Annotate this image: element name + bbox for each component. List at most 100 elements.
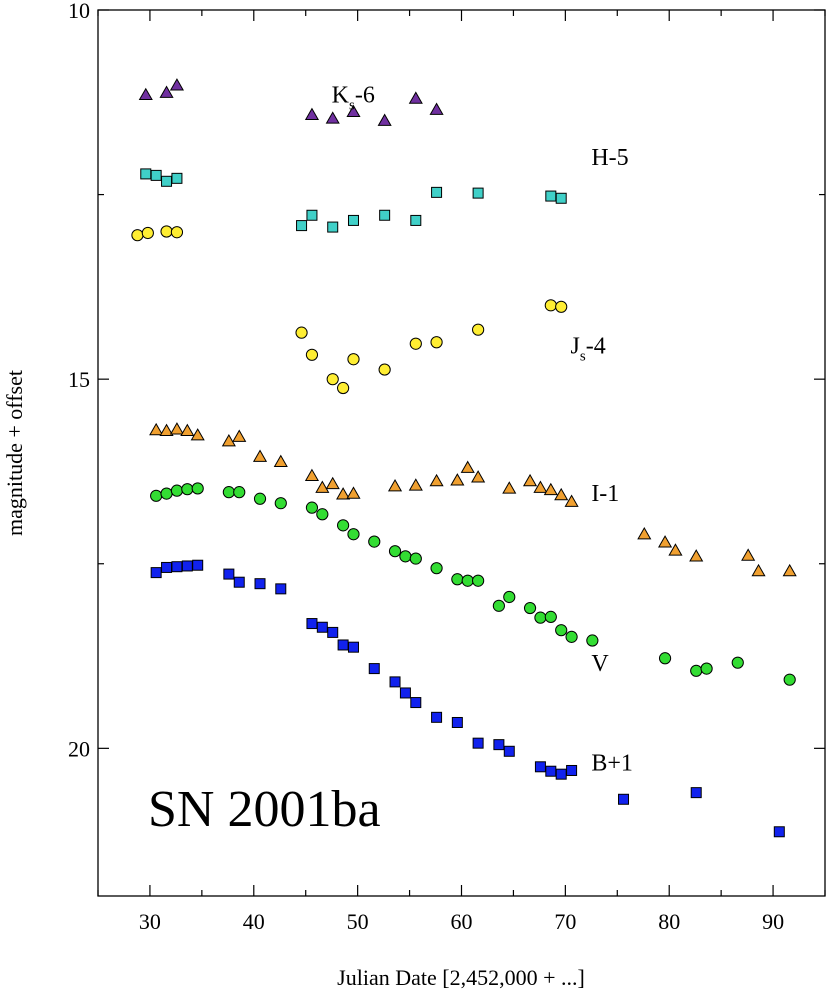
data-point [545,765,557,777]
data-point [254,578,266,590]
data-point [347,353,360,366]
data-point [232,429,247,442]
data-point [221,433,236,447]
data-point [223,568,235,580]
series-label: B+1 [591,750,633,776]
y-tick-label: 15 [68,367,90,392]
data-point [141,226,154,240]
data-point [690,664,703,677]
data-point [472,737,484,749]
data-point [409,552,422,565]
series-b-1 [150,559,785,838]
data-point [700,662,713,675]
data-point [337,639,349,651]
data-point [180,423,195,436]
data-point [554,487,569,501]
data-point [273,454,288,468]
plot-frame [97,9,826,897]
data-point [379,209,391,221]
data-point [533,480,548,493]
data-point [337,381,350,395]
data-point [160,225,173,238]
data-point [159,423,174,436]
data-point [751,563,766,577]
series-h-5 [140,168,567,233]
data-point [502,481,517,494]
data-point [159,85,174,98]
data-point [555,300,568,313]
data-point [586,634,599,647]
data-point [782,563,797,577]
x-tick-label: 30 [139,909,161,934]
data-point [306,209,318,221]
data-point [181,560,193,572]
data-point [347,528,360,541]
data-point [773,826,785,838]
data-point [408,478,423,491]
data-point [192,559,204,571]
x-tick-label: 70 [554,909,576,934]
data-point [336,487,351,500]
data-point [377,113,392,126]
data-point [460,460,475,473]
data-point [555,768,567,780]
data-point [637,527,652,540]
data-point [657,535,673,548]
data-point [169,422,184,435]
data-point [305,501,319,514]
x-axis-title: Julian Date [2,452,000 + ...] [337,965,585,990]
data-point [451,573,464,586]
data-point [326,373,339,386]
supernova-annotation: SN 2001ba [148,781,381,838]
data-point [131,229,144,242]
data-point [399,687,411,699]
data-point [233,576,245,588]
x-tick-label: 80 [658,909,680,934]
data-point [171,172,183,184]
data-point [368,535,381,548]
data-point [346,486,361,499]
series-i-1 [149,422,797,577]
data-point [451,716,463,728]
data-point [274,497,287,510]
data-point [160,487,173,500]
data-point [138,87,153,101]
data-point [389,676,401,688]
data-point [503,745,515,757]
data-point [252,449,268,462]
data-point [140,168,152,180]
data-markers [131,78,797,838]
series-labels: Ks-6 H-5 Js-4 I-1 V B+1 [332,82,633,776]
data-point [150,489,163,502]
data-point [429,102,444,115]
y-axis-title: magnitude + offset [2,370,27,536]
y-tick-label: 10 [68,0,90,23]
data-point [544,610,557,624]
data-point [378,363,391,376]
data-point [658,652,672,665]
data-point [170,226,184,239]
data-point [325,111,340,124]
series-label: Ks-6 [332,82,375,113]
data-point [337,519,350,532]
data-point [450,473,465,486]
data-point [472,323,485,336]
x-tick-label: 60 [451,909,473,934]
data-point [191,482,204,495]
data-point [327,221,339,233]
data-point [305,348,319,361]
data-point [161,561,173,573]
data-point [304,468,320,482]
data-point [222,486,235,499]
data-point [472,187,484,199]
data-point [472,574,485,587]
data-point [471,470,486,483]
data-point [408,91,423,104]
data-point [544,299,557,312]
data-point [150,567,162,579]
data-point [325,476,340,490]
data-point [689,549,704,562]
series-ks-6 [138,78,444,126]
data-point [316,508,329,521]
data-point [545,190,557,202]
